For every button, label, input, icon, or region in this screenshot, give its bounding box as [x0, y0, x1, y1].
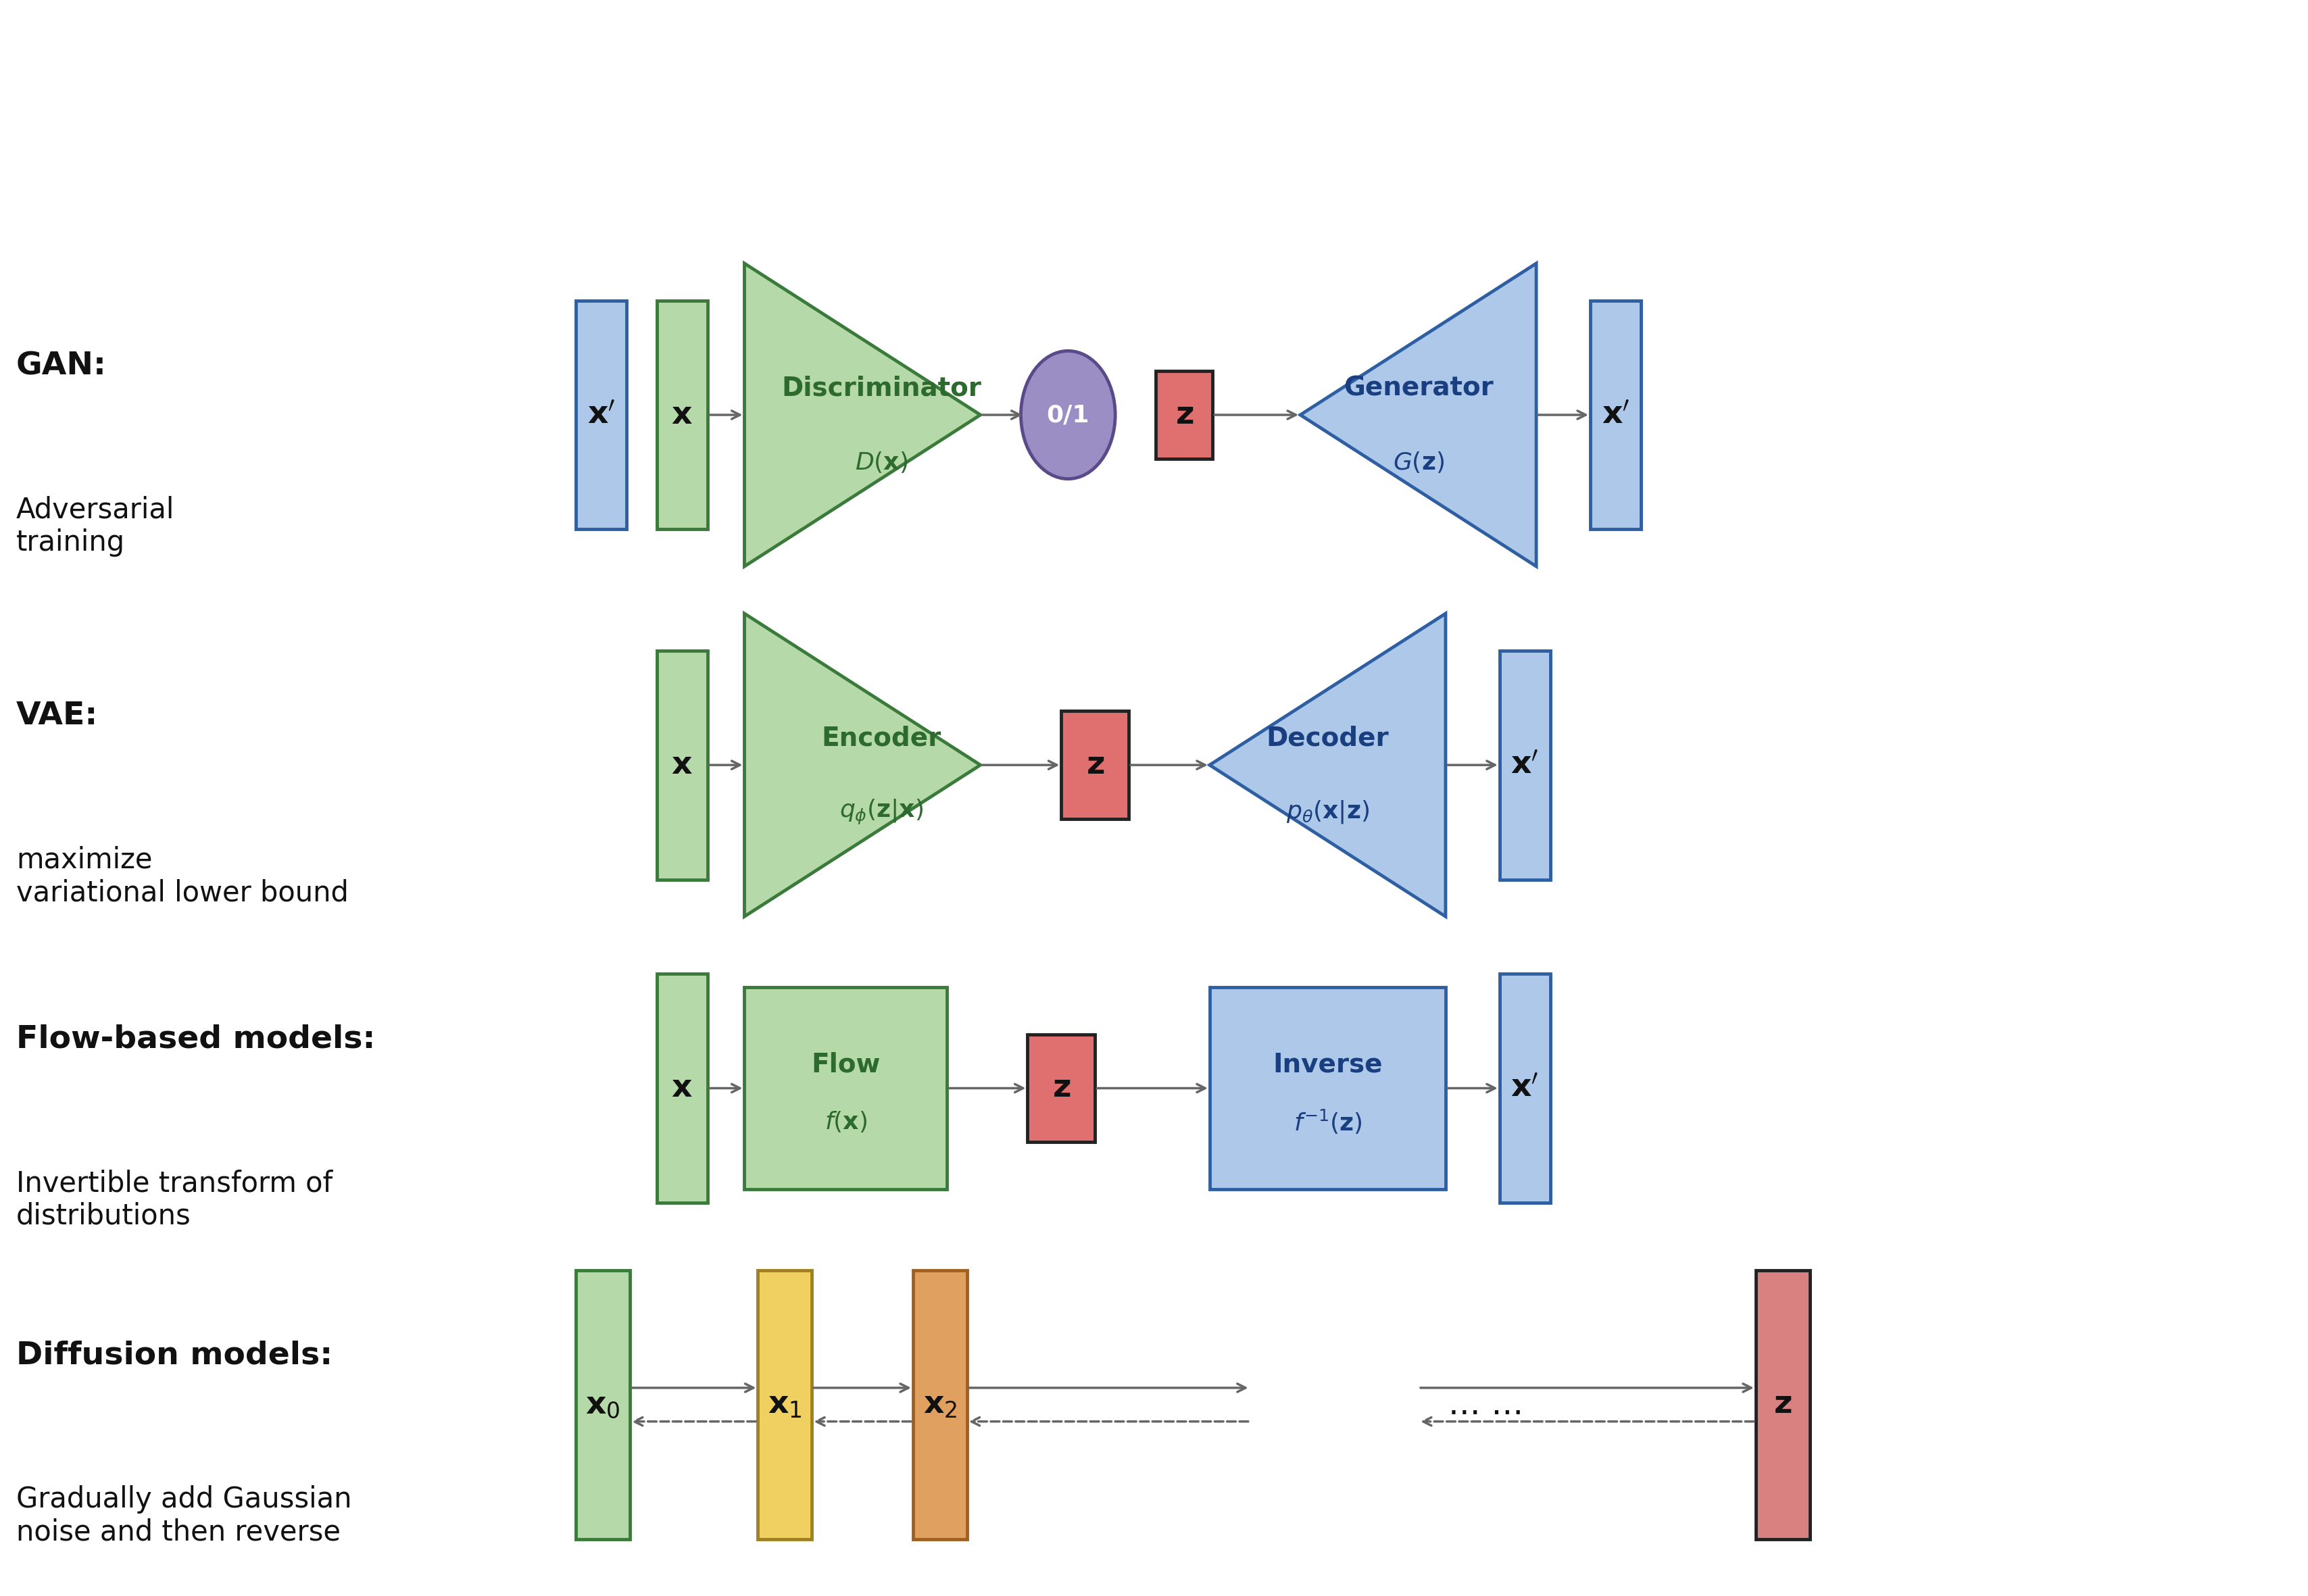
Bar: [575, 300, 625, 530]
Text: $\mathbf{x}'$: $\mathbf{x}'$: [1509, 750, 1539, 780]
Text: Inverse: Inverse: [1272, 1052, 1382, 1077]
Polygon shape: [743, 613, 981, 916]
Bar: [1027, 1034, 1094, 1143]
Bar: [655, 974, 706, 1203]
Text: $\mathbf{x}_0$: $\mathbf{x}_0$: [586, 1390, 621, 1420]
Text: $f^{-1}(\mathbf{z})$: $f^{-1}(\mathbf{z})$: [1292, 1108, 1362, 1136]
Text: Flow-based models:: Flow-based models:: [16, 1025, 376, 1055]
Bar: [912, 1270, 967, 1539]
Text: Generator: Generator: [1343, 375, 1493, 401]
Text: Encoder: Encoder: [822, 725, 942, 750]
Text: $\mathbf{x}'$: $\mathbf{x}'$: [586, 399, 614, 429]
Text: $\mathbf{x}$: $\mathbf{x}$: [672, 750, 692, 780]
Polygon shape: [1209, 613, 1445, 916]
Text: $\mathbf{z}$: $\mathbf{z}$: [1052, 1073, 1071, 1103]
Text: VAE:: VAE:: [16, 701, 99, 731]
Ellipse shape: [1020, 351, 1115, 479]
Text: $\mathbf{z}$: $\mathbf{z}$: [1085, 750, 1103, 780]
Text: $G(\mathbf{z})$: $G(\mathbf{z})$: [1392, 450, 1442, 474]
Text: $\mathbf{z}$: $\mathbf{z}$: [1773, 1390, 1791, 1420]
Text: $\mathbf{x}$: $\mathbf{x}$: [672, 399, 692, 429]
Polygon shape: [1299, 263, 1535, 567]
Bar: [655, 300, 706, 530]
Text: $\mathbf{x}_1$: $\mathbf{x}_1$: [769, 1390, 801, 1420]
Text: $\mathbf{x}'$: $\mathbf{x}'$: [1509, 1073, 1539, 1103]
Text: Diffusion models:: Diffusion models:: [16, 1341, 332, 1371]
Text: Invertible transform of
distributions: Invertible transform of distributions: [16, 1168, 332, 1231]
Text: Gradually add Gaussian
noise and then reverse: Gradually add Gaussian noise and then re…: [16, 1486, 351, 1547]
Text: $\mathbf{x}$: $\mathbf{x}$: [672, 1073, 692, 1103]
Text: $\mathbf{x}_2$: $\mathbf{x}_2$: [923, 1390, 958, 1420]
Text: $p_\theta(\mathbf{x}|\mathbf{z})$: $p_\theta(\mathbf{x}|\mathbf{z})$: [1286, 800, 1369, 825]
Text: ... ...: ... ...: [1447, 1389, 1523, 1420]
Bar: [1754, 1270, 1809, 1539]
Bar: [743, 988, 946, 1189]
Text: $\mathbf{z}$: $\mathbf{z}$: [1175, 399, 1193, 429]
Text: $f(\mathbf{x})$: $f(\mathbf{x})$: [824, 1109, 866, 1135]
Bar: [655, 651, 706, 879]
Bar: [1590, 300, 1641, 530]
Text: Decoder: Decoder: [1265, 725, 1389, 750]
Bar: [1156, 372, 1212, 458]
Text: $q_\phi(\mathbf{z}|\mathbf{x})$: $q_\phi(\mathbf{z}|\mathbf{x})$: [840, 798, 923, 827]
Bar: [1500, 974, 1549, 1203]
Text: GAN:: GAN:: [16, 351, 106, 381]
Text: $\mathbf{x}'$: $\mathbf{x}'$: [1602, 399, 1629, 429]
Polygon shape: [743, 263, 981, 567]
Text: Discriminator: Discriminator: [780, 375, 981, 401]
Text: Adversarial
training: Adversarial training: [16, 496, 175, 557]
Text: $D(\mathbf{x})$: $D(\mathbf{x})$: [854, 450, 907, 474]
Text: 0/1: 0/1: [1046, 404, 1089, 426]
Bar: [757, 1270, 812, 1539]
Text: maximize
variational lower bound: maximize variational lower bound: [16, 846, 349, 907]
Bar: [1062, 712, 1129, 819]
Text: Flow: Flow: [810, 1052, 879, 1077]
Bar: [575, 1270, 630, 1539]
Bar: [1500, 651, 1549, 879]
Bar: [1209, 988, 1445, 1189]
